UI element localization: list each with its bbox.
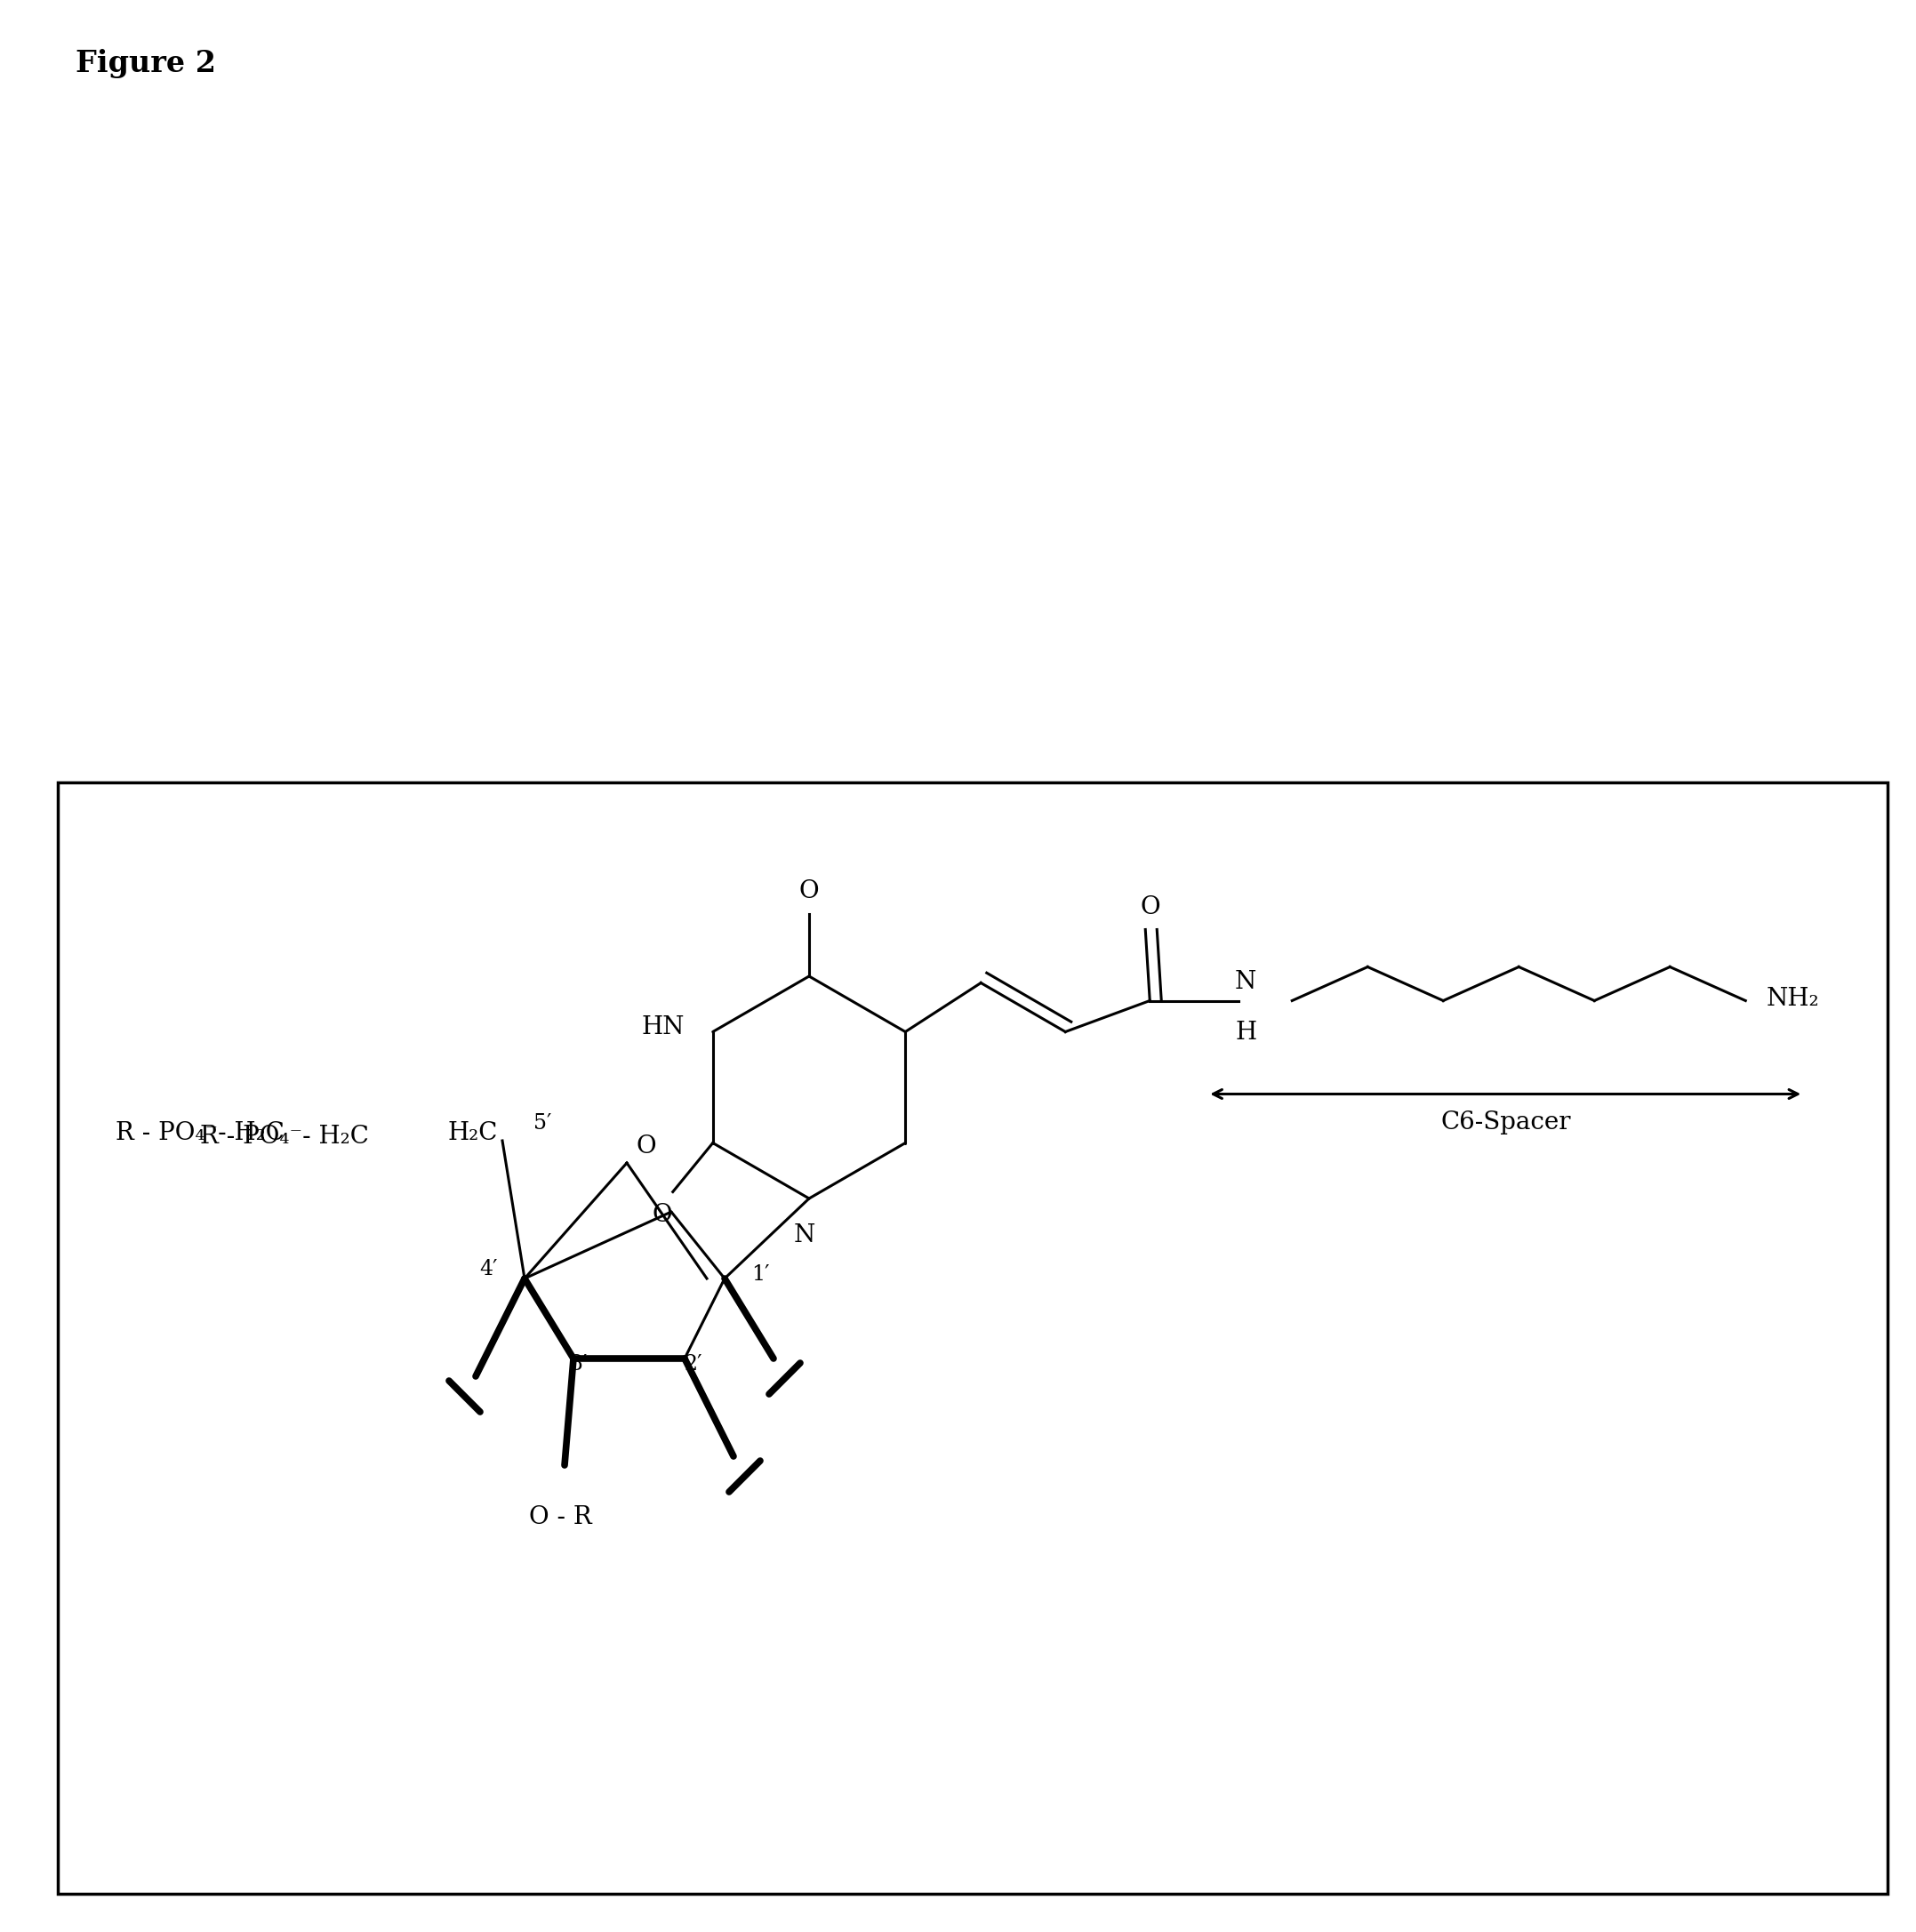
Text: H₂C: H₂C [448,1122,498,1146]
Text: O: O [799,879,820,904]
Text: O: O [636,1134,657,1159]
Text: C6-Spacer: C6-Spacer [1441,1111,1571,1134]
Bar [57,782,1887,1893]
Text: N: N [793,1223,816,1248]
Text: N: N [1236,970,1257,993]
Text: H: H [1236,1020,1257,1043]
Text: 3′: 3′ [569,1354,586,1374]
Text: Figure 2: Figure 2 [75,48,217,77]
Text: 1′: 1′ [751,1264,770,1285]
Text: HN: HN [642,1016,684,1039]
Text: 4′: 4′ [479,1260,498,1279]
Text: 2′: 2′ [684,1354,703,1374]
Text: O: O [1140,895,1161,920]
Text: NH₂: NH₂ [1767,987,1818,1010]
Text: O - R: O - R [529,1505,592,1530]
Text: R - PO₄⁻- H₂C: R - PO₄⁻- H₂C [115,1122,284,1146]
Text: 5′: 5′ [533,1113,552,1134]
Text: R - PO₄⁻- H₂C: R - PO₄⁻- H₂C [199,1124,370,1148]
Text: O: O [651,1202,673,1227]
